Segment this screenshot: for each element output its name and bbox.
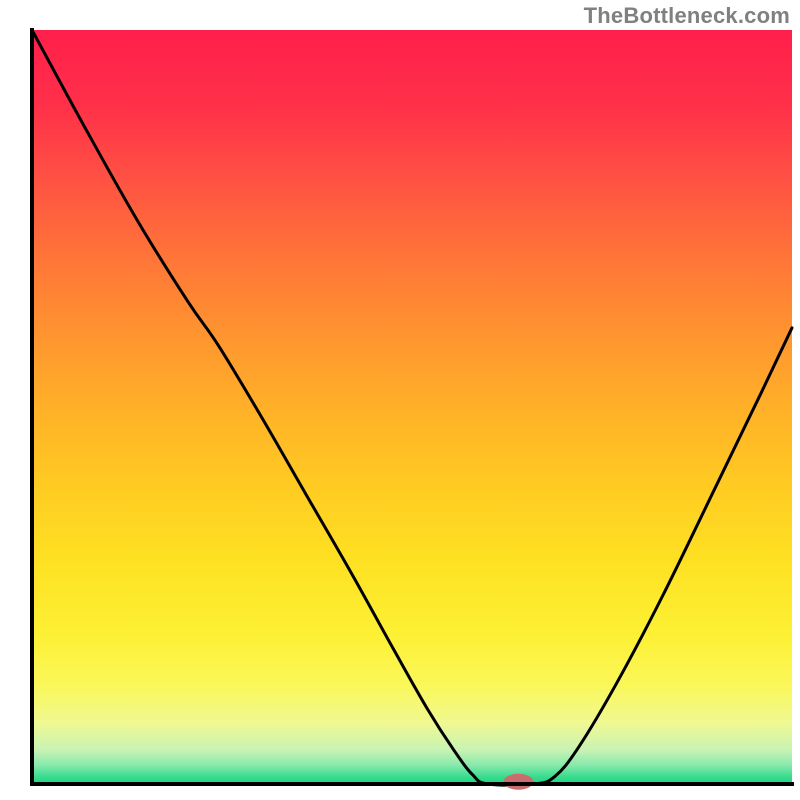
bottleneck-chart bbox=[0, 0, 800, 800]
optimal-marker bbox=[503, 774, 533, 790]
gradient-background bbox=[32, 30, 792, 784]
chart-container: TheBottleneck.com bbox=[0, 0, 800, 800]
